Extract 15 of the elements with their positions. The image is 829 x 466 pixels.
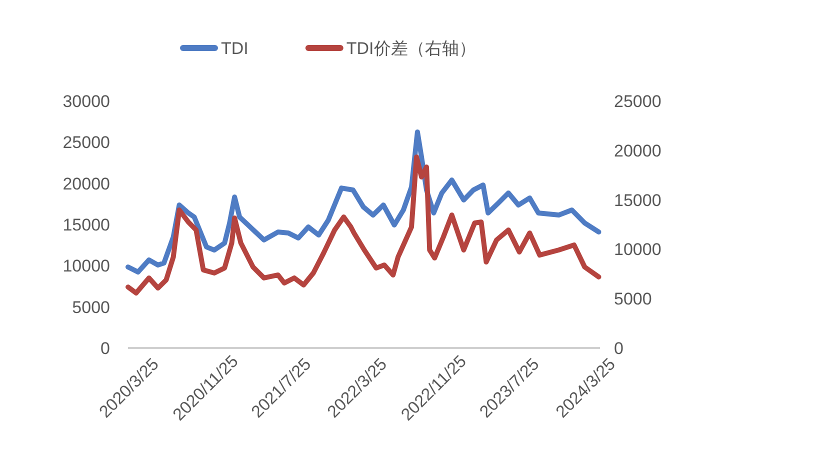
y-tick-label: 30000 [62, 92, 110, 111]
y-tick-label: 15000 [62, 216, 110, 234]
y2-tick-label: 20000 [614, 141, 662, 160]
y2-tick-label: 25000 [614, 92, 662, 111]
y-tick-label: 20000 [62, 174, 110, 194]
y-tick-label: 10000 [62, 256, 110, 276]
y2-tick-label: 15000 [614, 190, 662, 210]
legend-label: TDI价差（右轴） [346, 39, 476, 58]
y-tick-label: 0 [100, 339, 110, 358]
y-tick-label: 25000 [62, 133, 110, 152]
y2-tick-label: 10000 [614, 240, 662, 260]
y-tick-label: 5000 [72, 298, 110, 317]
y2-tick-label: 5000 [614, 290, 652, 309]
y2-tick-label: 0 [614, 339, 624, 358]
legend-label: TDI [221, 39, 248, 58]
